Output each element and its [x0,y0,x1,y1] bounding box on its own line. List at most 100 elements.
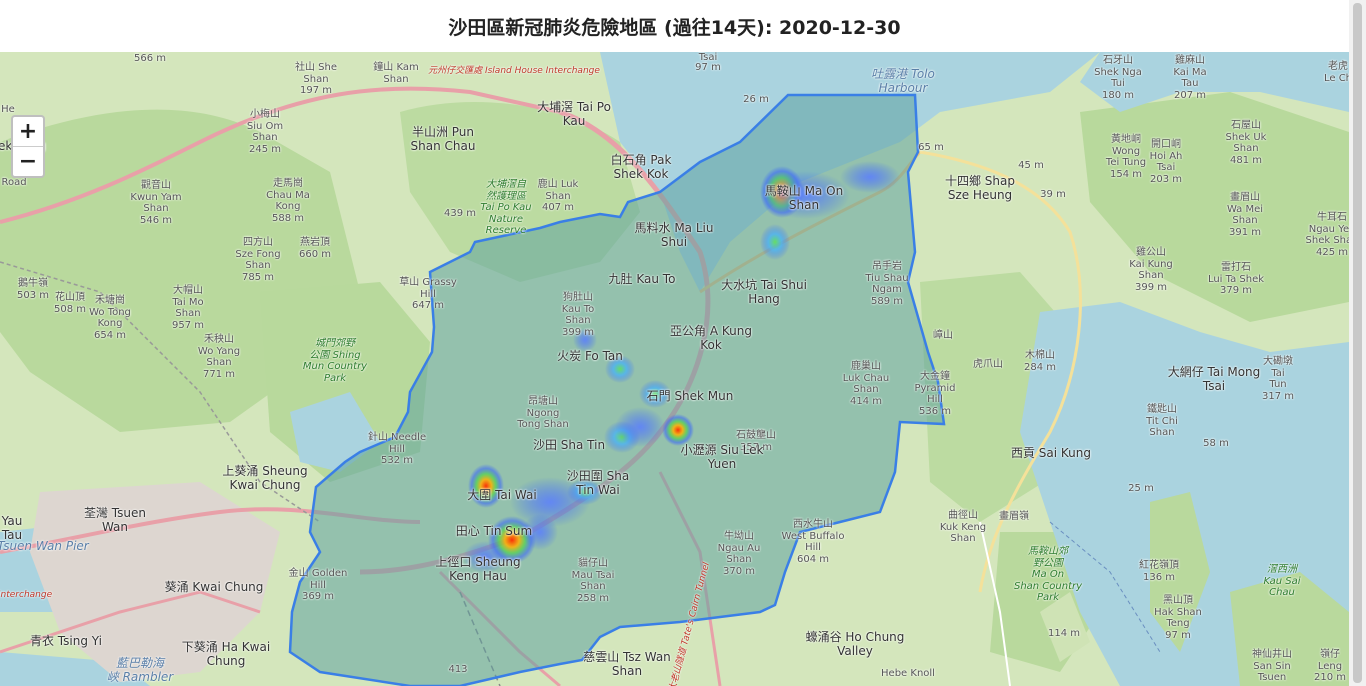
map-label-m58: 58 m [1203,438,1229,449]
map-label-m413: 413 [448,664,468,675]
map-label-fa-lap: 花山頂 508 m [53,292,87,315]
map-label-ma-liu-shui: 馬料水 Ma Liu Shui [634,221,714,249]
map-label-m26: 26 m [743,94,769,105]
map-label-shap-sze-heung: 十四鄉 Shap Sze Heung [944,174,1016,202]
page-title: 沙田區新冠肺炎危險地區 (過往14天): 2020-12-30 [448,16,901,39]
map-label-needle-hill: 針山 Needle Hill 532 m [367,432,427,466]
map-label-tsing-yi: 青衣 Tsing Yi [29,634,103,648]
zoom-in-button[interactable]: + [18,119,38,144]
map-label-mui-shan: 嶂山 [933,330,953,341]
heat-spot-ma-on-shan-3 [760,224,790,260]
map-label-wu-kau-tang: 566 m [133,53,167,64]
map-label-m439: 439 m [443,208,477,219]
heat-spot-ma-on-shan-2 [760,171,850,219]
map-label-tai-mo: 大帽山 Tai Mo Shan 957 m [171,285,205,331]
map-label-wo-tong-kong: 禾塘崗 Wo Tong Kong 654 m [89,295,131,341]
map-label-ma-on-shan: 馬鞍山 Ma On Shan [764,184,844,212]
map-label-hebe-knoll: Hebe Knoll [881,668,935,679]
map-label-loc-ho: He [1,104,15,115]
map-label-pak-shek-kok: 白石角 Pak Shek Kok [610,153,672,181]
map-label-tai-shui-hang: 大水坑 Tai Shui Hang [721,278,807,306]
map-label-kau-to-shan: 狗肚山 Kau To Shan 399 m [561,292,595,338]
map-label-shing-mun: 城門郊野 公園 Shing Mun Country Park [302,338,368,384]
scrollbar-thumb[interactable] [1353,3,1362,683]
map-label-kwai-chung-sheung: 上葵涌 Sheung Kwai Chung [222,464,308,492]
map-view[interactable]: 566 m Tsai 97 m 社山 She Shan 197 m 鐘山 Kam Sha… [0,52,1349,686]
map-label-shek-uk: 石屋山 Shek Uk Shan 481 m [1225,120,1267,166]
map-label-tsai: Tsai [698,52,718,63]
map-label-ngau-au: 牛坳山 Ngau Au Shan 370 m [717,531,761,577]
road-sai-sha [919,150,1082,593]
map-label-lam-bin-hoi: 藍巴勒海 峽 Rambler [106,656,174,684]
park-area-ne [1080,92,1349,322]
map-label-san-sin-tsuen: 神仙井山 San Sin Tsuen [1252,649,1292,683]
map-label-kai-kung: 雞公山 Kai Kung Shan 399 m [1129,247,1173,293]
map-label-tai-po-kau: 大埔滘 Tai Po Kau [537,100,611,128]
vertical-scrollbar[interactable] [1349,0,1366,686]
map-label-m45: 45 m [1018,160,1044,171]
zoom-out-button[interactable]: − [13,146,43,176]
water-reservoir [290,392,380,472]
map-label-luk-chau: 鹿巢山 Luk Chau Shan 414 m [842,361,890,407]
heat-spot-keng-hau [463,541,507,573]
map-label-ngau-yee: 牛耳石 Ngau Yee Shek Shan 425 m [1305,212,1349,258]
heat-spot-wu-kai-sha [840,161,900,193]
map-label-hak-shan-teng: 黑山頂 Hak Shan Teng 97 m [1154,595,1202,641]
heat-spot-tin-sum-2 [522,514,558,550]
map-label-ha-kwai-chung: 下葵涌 Ha Kwai Chung [181,640,271,668]
map-label-tin-sum: 田心 Tin Sum [455,524,533,538]
map-label-siu-lek-yuen: 小瀝源 Siu Lek Yuen [680,443,764,471]
map-label-tai-mong-tsai: 大網仔 Tai Mong Tsai [1167,365,1261,393]
map-label-m25: 25 m [1128,483,1154,494]
ferry-route [1049,521,1161,653]
map-label-pun-shan-chau: 半山洲 Pun Shan Chau [410,125,476,153]
map-label-tsuen-wan: 荃灣 Tsuen Wan [83,506,147,534]
road-kwai-chung [0,590,261,654]
power-line [0,261,321,523]
map-label-leng-tsai: 嶺仔 Leng 210 m [1313,649,1347,683]
map-label-grassy-hill: 草山 Grassy Hill 647 m [399,277,457,311]
map-label-kau-sai-chau: 滘西洲 Kau Sai Chau [1263,564,1301,598]
map-label-interchange-top: 元州仔交匯處 Island House Interchange [428,66,600,76]
map-label-west-buffalo: 西水牛山 West Buffalo Hill 604 m [781,519,845,565]
water-ne [1080,52,1349,112]
heat-spot-sha-tin-wai-2 [510,477,590,527]
map-label-muk-min: 木棉山 284 m [1023,350,1057,373]
island-hak-shan [1040,592,1090,662]
map-canvas[interactable] [0,52,1349,686]
heat-spot-fo-tan [605,355,635,383]
map-label-tai-po-kau-nature: 大埔滘自 然護理區 Tai Po Kau Nature Reserve [480,179,532,236]
map-label-ho-chung: 蠔涌谷 Ho Chung Valley [805,630,905,658]
map-label-sha-tin: 沙田 Sha Tin [532,438,606,452]
map-label-wa-mei: 畫眉山 Wa Mei Shan 391 m [1226,192,1264,238]
zoom-control: + − [11,115,45,178]
map-label-fo-tan: 火炭 Fo Tan [557,349,623,363]
map-label-kwun-yam: 觀音山 Kwun Yam Shan 546 m [130,180,182,226]
map-label-sheung-keng-hau: 上徑口 Sheung Keng Hau [435,555,521,583]
map-label-tsuen-wan-pier: Tsuen Wan Pier [0,539,89,553]
heat-spot-kau-to [573,328,597,352]
map-label-tsai-97: 97 m [695,62,721,73]
water-sw [0,652,150,686]
map-label-chung-sam: 鐘山 Kam Shan [373,62,419,85]
map-label-ngong-tong: 昂塘山 Ngong Tong Shan [517,396,569,430]
map-label-siu-om: 小梅山 Siu Om Shan 245 m [246,109,284,155]
map-label-sze-fong: 四方山 Sze Fong Shan 785 m [235,237,281,283]
map-label-pyramid: 大金鐘 Pyramid Hill 536 m [914,371,956,417]
map-label-chau-ma: 走馬崗 Chau Ma Kong 588 m [266,178,310,224]
map-label-sha-tin-wai: 沙田圍 Sha Tin Wai [566,469,630,497]
map-label-shek-ku-shan: 石鼓壟山 357 m [736,430,776,453]
map-label-luk-shan: 鹿山 Luk Shan 407 m [537,179,579,213]
map-label-golden-hill: 金山 Golden Hill 369 m [288,568,348,602]
map-label-sha-lo-tung: 社山 She Shan 197 m [294,62,338,96]
map-label-wo-yang: 禾秧山 Wo Yang Shan 771 m [197,334,241,380]
map-label-ma-on-shan-cp: 馬鞍山郊 野公園 Ma On Shan Country Park [1013,546,1083,603]
map-label-mau-tsai: 貓仔山 Mau Tsai Shan 258 m [571,558,615,604]
map-label-m39: 39 m [1040,189,1066,200]
map-label-le-chi: 老虎 Le Ch [1323,61,1349,84]
map-label-tit-chi: 鐵匙山 Tit Chi Shan [1146,404,1178,438]
map-label-wa-mei-ling: 畫眉嶺 [999,511,1029,522]
map-label-tai-ngam-tun: 大磡墩 Tai Tun 317 m [1261,356,1295,402]
island-kau-sai-chau [1150,492,1210,652]
road-tai-po-road [0,86,561,224]
